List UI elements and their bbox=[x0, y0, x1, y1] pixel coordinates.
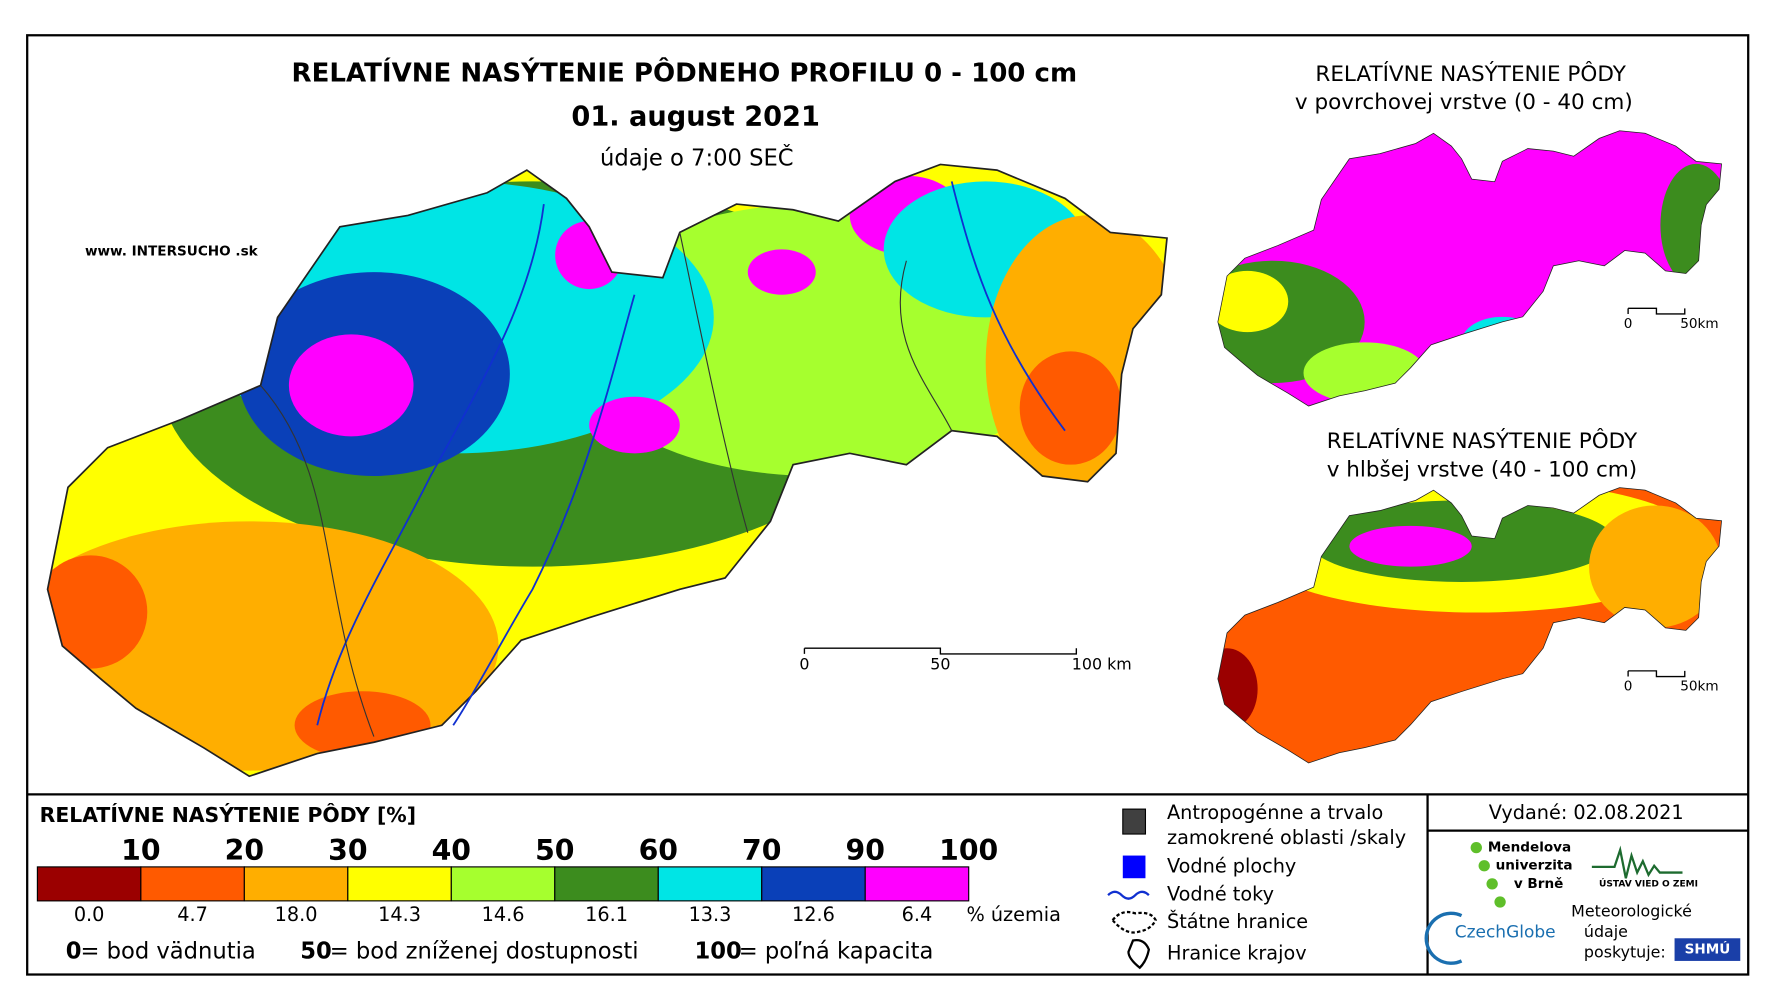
frame bbox=[26, 34, 1750, 976]
logo-arc bbox=[1424, 911, 1463, 965]
logo-dots bbox=[1470, 841, 1506, 908]
legend-swatch bbox=[554, 866, 659, 902]
scale-label: 50km bbox=[1680, 316, 1718, 332]
symbol-icon bbox=[1111, 910, 1157, 934]
credit-text: poskytuje: bbox=[1584, 942, 1666, 961]
scale-line bbox=[803, 647, 1078, 655]
logo-text: Mendelova bbox=[1488, 840, 1571, 856]
legend-share: 0.0 bbox=[74, 903, 105, 926]
website: www. INTERSUCHO .sk bbox=[85, 244, 259, 260]
scale-label: 50 bbox=[930, 655, 950, 674]
legend-threshold: 60 bbox=[639, 834, 678, 867]
scale-label: 0 bbox=[799, 655, 809, 674]
scale-bar: 0 50km bbox=[1624, 670, 1719, 695]
main-map bbox=[46, 163, 1168, 778]
logo-text: v Brně bbox=[1514, 876, 1564, 892]
legend-threshold: 10 bbox=[121, 834, 160, 867]
legend-swatch bbox=[140, 866, 245, 902]
inset-title: RELATÍVNE NASÝTENIE PÔDY bbox=[1327, 428, 1638, 454]
map-title: RELATÍVNE NASÝTENIE PÔDNEHO PROFILU 0 - … bbox=[292, 56, 1078, 88]
symbol-label: zamokrené oblasti /skaly bbox=[1167, 826, 1406, 849]
symbol-label: Vodné toky bbox=[1167, 883, 1274, 906]
note-text: = bod zníženej dostupnosti bbox=[330, 938, 639, 964]
note-text: = bod vädnutia bbox=[80, 938, 255, 964]
symbol-label: Vodné plochy bbox=[1167, 854, 1296, 877]
logo-wave bbox=[1591, 845, 1683, 879]
legend-share: 12.6 bbox=[792, 903, 835, 926]
legend-swatch bbox=[36, 866, 142, 902]
inset-title: v povrchovej vrstve (0 - 40 cm) bbox=[1295, 90, 1633, 115]
legend-swatch bbox=[657, 866, 763, 902]
legend-threshold: 50 bbox=[535, 834, 574, 867]
legend-title: RELATÍVNE NASÝTENIE PÔDY [%] bbox=[40, 802, 416, 827]
map-date: 01. august 2021 bbox=[571, 101, 819, 132]
legend-swatch bbox=[243, 866, 349, 902]
legend-share: 13.3 bbox=[689, 903, 732, 926]
scale-line bbox=[1627, 670, 1686, 678]
symbol-icon bbox=[1127, 939, 1151, 970]
legend-threshold: 30 bbox=[328, 834, 367, 867]
symbol-label: Antropogénne a trvalo bbox=[1167, 801, 1383, 824]
legend-share-unit: % územia bbox=[966, 903, 1060, 926]
legend-threshold: 70 bbox=[742, 834, 781, 867]
note-value: 50 bbox=[300, 938, 332, 964]
legend-swatch bbox=[347, 866, 452, 902]
time-note: údaje o 7:00 SEČ bbox=[600, 143, 794, 171]
logo-text: univerzita bbox=[1496, 858, 1573, 874]
legend: 10 20 30 40 50 60 70 90 100 0.0 4.7 18.0 14.3 14.6 16.… bbox=[36, 834, 1061, 964]
legend-share: 14.6 bbox=[482, 903, 525, 926]
legend-share: 18.0 bbox=[275, 903, 318, 926]
credit-text: Meteorologické bbox=[1571, 902, 1692, 921]
inset-title: RELATÍVNE NASÝTENIE PÔDY bbox=[1315, 61, 1626, 87]
legend-threshold: 90 bbox=[846, 834, 885, 867]
legend-swatch bbox=[761, 866, 866, 902]
inset-surface-map bbox=[1217, 130, 1722, 407]
credit-text: údaje bbox=[1584, 922, 1628, 941]
symbol-icon bbox=[1122, 808, 1147, 835]
logo-text: SHMÚ bbox=[1685, 940, 1731, 958]
inset-title: v hlbšej vrstve (40 - 100 cm) bbox=[1327, 457, 1637, 482]
logo-text: CzechGlobe bbox=[1455, 923, 1556, 943]
legend-share: 14.3 bbox=[378, 903, 421, 926]
legend-threshold: 20 bbox=[225, 834, 264, 867]
symbol-icon bbox=[1107, 890, 1150, 900]
scale-label: 100 km bbox=[1072, 655, 1132, 674]
issued-date: Vydané: 02.08.2021 bbox=[1489, 801, 1684, 824]
scale-line bbox=[1627, 307, 1686, 315]
symbol-icon bbox=[1122, 855, 1146, 879]
scale-label: 0 bbox=[1624, 679, 1633, 695]
logo-text: ÚSTAV VIED O ZEMI bbox=[1599, 877, 1698, 889]
legend-threshold: 40 bbox=[432, 834, 471, 867]
scale-bar: 0 50 100 km bbox=[799, 647, 1132, 674]
logo-box bbox=[1674, 938, 1741, 961]
symbol-label: Hranice krajov bbox=[1167, 942, 1307, 965]
legend-threshold: 100 bbox=[939, 834, 998, 867]
legend-swatch bbox=[450, 866, 556, 902]
scale-label: 50km bbox=[1680, 679, 1718, 695]
legend-swatch bbox=[864, 866, 970, 902]
scale-label: 0 bbox=[1624, 316, 1633, 332]
note-text: = poľná kapacita bbox=[739, 938, 934, 964]
note-value: 0 bbox=[66, 938, 82, 964]
inset-deep-map bbox=[1217, 487, 1722, 764]
scale-bar: 0 50km bbox=[1624, 307, 1719, 332]
legend-share: 6.4 bbox=[902, 903, 933, 926]
symbol-label: Štátne hranice bbox=[1167, 909, 1308, 933]
legend-share: 4.7 bbox=[177, 903, 208, 926]
note-value: 100 bbox=[695, 938, 742, 964]
legend-share: 16.1 bbox=[585, 903, 628, 926]
